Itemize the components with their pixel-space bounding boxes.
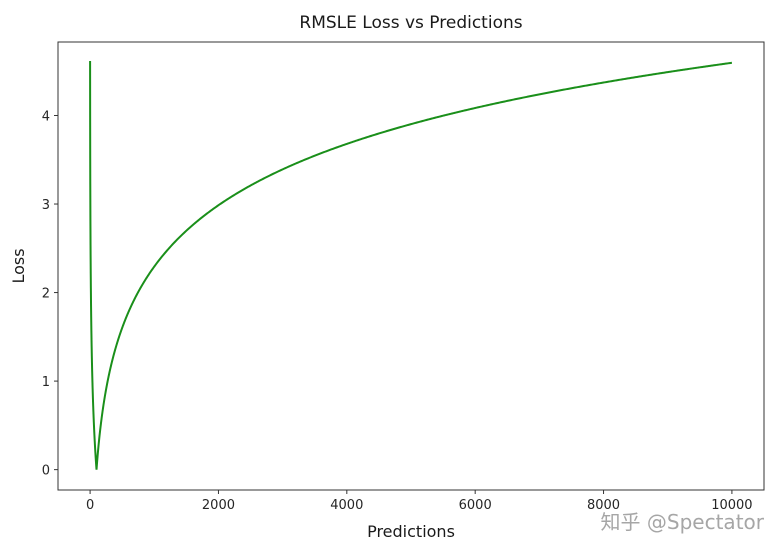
chart-title: RMSLE Loss vs Predictions bbox=[299, 13, 522, 33]
plot-frame bbox=[57, 41, 765, 491]
x-tick-label: 6000 bbox=[459, 498, 492, 513]
y-axis-title: Loss bbox=[9, 248, 28, 283]
series-line-loss bbox=[89, 61, 733, 470]
watermark-text: 知乎 @Spectator bbox=[600, 510, 764, 534]
y-tick-label: 3 bbox=[42, 198, 50, 213]
y-axis-ticks: 0 1 2 3 4 bbox=[42, 109, 58, 479]
y-tick-label: 4 bbox=[42, 109, 50, 124]
x-tick-label: 8000 bbox=[587, 498, 620, 513]
x-axis-title: Predictions bbox=[367, 522, 455, 541]
y-tick-label: 2 bbox=[42, 287, 50, 302]
x-tick-label: 4000 bbox=[330, 498, 363, 513]
x-tick-label: 0 bbox=[86, 498, 94, 513]
x-tick-label: 10000 bbox=[711, 498, 752, 513]
y-tick-label: 0 bbox=[42, 464, 50, 479]
y-tick-label: 1 bbox=[42, 375, 50, 390]
x-axis-ticks: 0 2000 4000 6000 8000 10000 bbox=[86, 490, 753, 513]
x-tick-label: 2000 bbox=[202, 498, 235, 513]
